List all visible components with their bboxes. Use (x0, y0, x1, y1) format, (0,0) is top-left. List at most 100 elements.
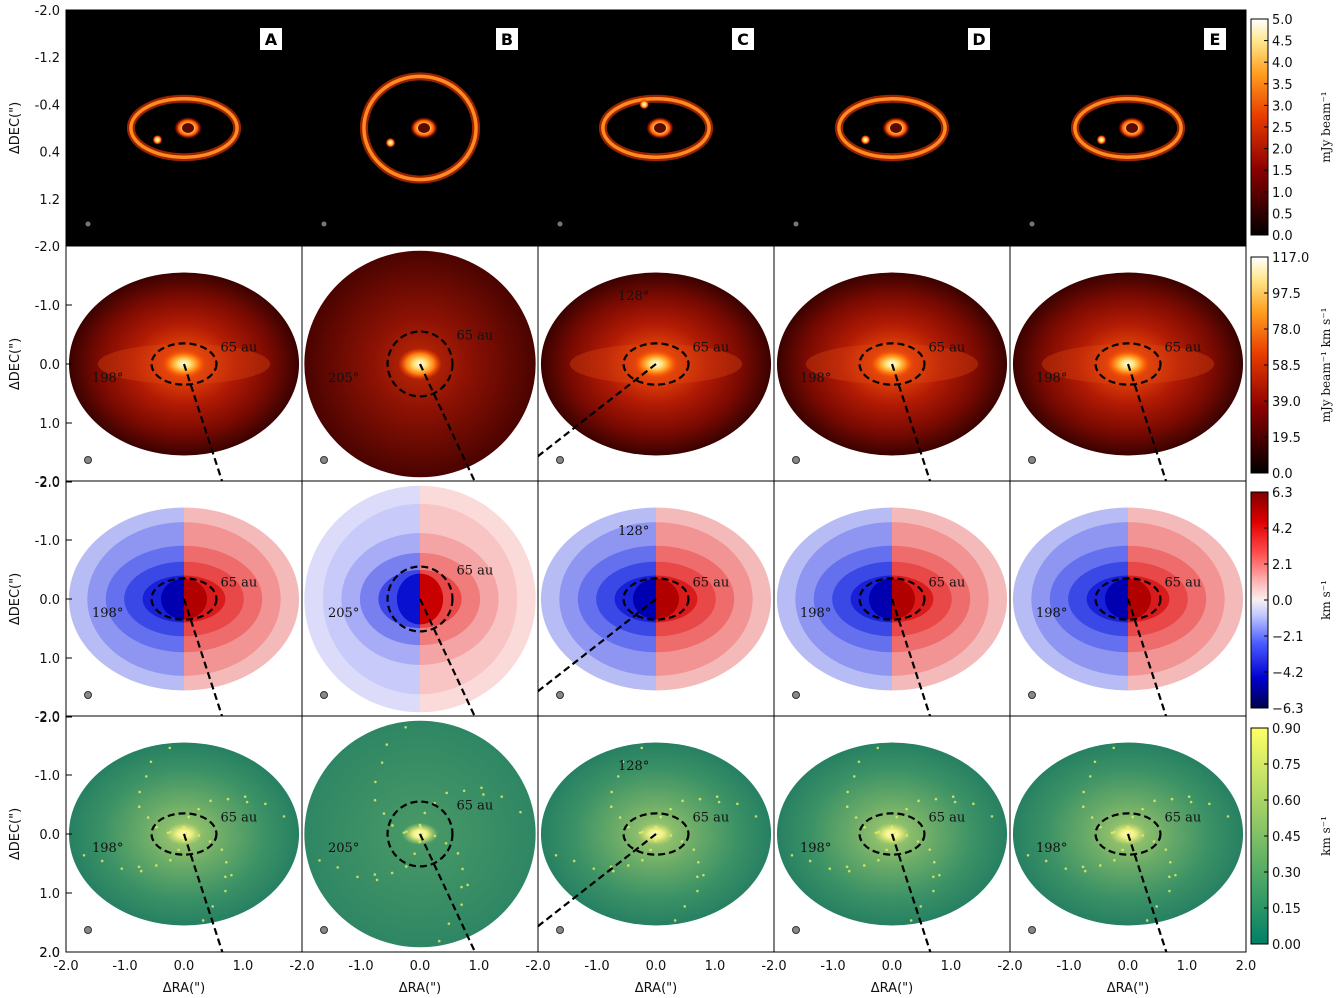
angle-label: 198° (1036, 841, 1067, 856)
y-tick-label: 1.0 (39, 652, 60, 667)
angle-line (1126, 363, 1168, 482)
beam-ellipse (793, 221, 799, 227)
colorbar-tick: 117.0 (1272, 251, 1309, 266)
x-tick-label: 1.0 (705, 959, 726, 974)
angle-label: 198° (92, 841, 123, 856)
angle-label: 198° (92, 606, 123, 621)
beam-ellipse (792, 456, 800, 464)
angle-line (538, 363, 657, 458)
y-tick-label: -1.0 (35, 299, 60, 314)
radius-label: 65 au (456, 564, 493, 579)
angle-line (182, 363, 224, 482)
panel-letter-E: E (1204, 28, 1226, 50)
angle-line (182, 598, 224, 717)
radius-label: 65 au (928, 340, 965, 355)
colorbar-tick: 3.5 (1272, 78, 1293, 93)
x-tick-label: 0.0 (410, 959, 431, 974)
panel-moment1-E: 65 au 198° (1009, 480, 1247, 718)
colorbar-tick: −6.3 (1272, 702, 1304, 717)
radius-label: 65 au (220, 810, 257, 825)
panel-moment2-D: 65 au 198° (773, 715, 1011, 953)
colorbar-tick: 0.5 (1272, 207, 1293, 222)
dust-ring (129, 97, 239, 159)
redshift-half (184, 507, 300, 691)
y-axis-label: ΔDEC(") (8, 338, 23, 390)
inner-cavity (418, 123, 430, 133)
x-tick-label: 2.0 (1236, 959, 1257, 974)
colorbar-tick: 1.5 (1272, 164, 1293, 179)
beam-ellipse (556, 926, 564, 934)
radius-label: 65 au (1164, 575, 1201, 590)
x-tick-label: 0.0 (174, 959, 195, 974)
y-tick-label: 1.2 (39, 193, 60, 208)
x-tick-label: -2.0 (997, 959, 1022, 974)
beam-ellipse (1029, 221, 1035, 227)
beam-ellipse (1028, 691, 1036, 699)
radius-ellipse (386, 565, 454, 633)
panel-letter-A: A (260, 28, 282, 50)
radius-ellipse (858, 577, 926, 621)
panel-moment0-B: 65 au 205° (301, 245, 539, 483)
colorbar-moment0: 117.0 97.5 78.0 58.5 39.0 19.5 0.0 mJy beam⁻¹ k… (1250, 251, 1333, 482)
x-tick-label: -2.0 (525, 959, 550, 974)
colorbar-tick: 4.0 (1272, 56, 1293, 71)
radius-ellipse (622, 812, 690, 856)
colorbar-tick: 2.1 (1272, 558, 1293, 573)
panel-moment1-D: 65 au 198° (773, 480, 1011, 718)
colorbar-tick: 78.0 (1272, 323, 1301, 338)
x-tick-label: -2.0 (53, 959, 78, 974)
radius-label: 65 au (220, 575, 257, 590)
colorbar-tick: 0.0 (1272, 467, 1293, 482)
radius-label: 65 au (220, 340, 257, 355)
inner-cavity (654, 123, 666, 133)
panel-moment2-B: 65 au 205° (301, 715, 539, 953)
x-tick-label: -2.0 (761, 959, 786, 974)
radius-label: 65 au (456, 329, 493, 344)
x-axis-label: ΔRA(") (1107, 981, 1149, 996)
angle-label: 198° (800, 606, 831, 621)
colorbar-tick: 3.0 (1272, 99, 1293, 114)
radius-label: 65 au (928, 810, 965, 825)
inner-cavity (1126, 123, 1138, 133)
radius-label: 65 au (1164, 340, 1201, 355)
panel-continuum-D: D (773, 9, 1011, 247)
x-tick-label: -1.0 (820, 959, 845, 974)
panel-continuum-E: E (1009, 9, 1247, 247)
y-tick-label: 2.0 (39, 711, 60, 726)
dust-ring (362, 74, 478, 182)
panel-letter: E (1210, 30, 1221, 49)
angle-label: 198° (1036, 606, 1067, 621)
y-tick-label: 0.0 (39, 358, 60, 373)
angle-line (1126, 833, 1168, 952)
colorbar-tick: 0.60 (1272, 794, 1301, 809)
radius-ellipse (1094, 577, 1162, 621)
y-tick-label: -2.0 (35, 710, 60, 725)
beam-ellipse (556, 691, 564, 699)
panel-moment2-E: 65 au 198° (1009, 715, 1247, 953)
radius-label: 65 au (692, 810, 729, 825)
beam-ellipse (1028, 926, 1036, 934)
radius-label: 65 au (1164, 810, 1201, 825)
x-tick-label: -1.0 (112, 959, 137, 974)
y-tick-label: -1.2 (35, 51, 60, 66)
panel-moment0-A: 65 au 198° (65, 245, 303, 483)
radius-ellipse (858, 342, 926, 386)
colorbar-unit: km s⁻¹ (1319, 580, 1333, 620)
x-tick-label: 0.0 (1118, 959, 1139, 974)
colorbar-unit: km s⁻¹ (1319, 816, 1333, 856)
panel-letter: B (501, 30, 513, 49)
redshift-half (892, 507, 1008, 691)
x-axis-label: ΔRA(") (163, 981, 205, 996)
colorbar-moment2: 0.90 0.75 0.60 0.45 0.30 0.15 0.00 km s⁻¹ (1250, 722, 1333, 953)
angle-label: 198° (92, 371, 123, 386)
dust-ring (601, 97, 711, 159)
angle-label: 128° (618, 524, 649, 539)
x-tick-label: -2.0 (289, 959, 314, 974)
panel-continuum-B: B (301, 9, 539, 247)
companion (152, 134, 163, 145)
angle-line (419, 833, 477, 952)
angle-label: 198° (800, 841, 831, 856)
blueshift-half (304, 485, 420, 713)
panel-letter: D (972, 30, 985, 49)
radius-ellipse (150, 342, 218, 386)
